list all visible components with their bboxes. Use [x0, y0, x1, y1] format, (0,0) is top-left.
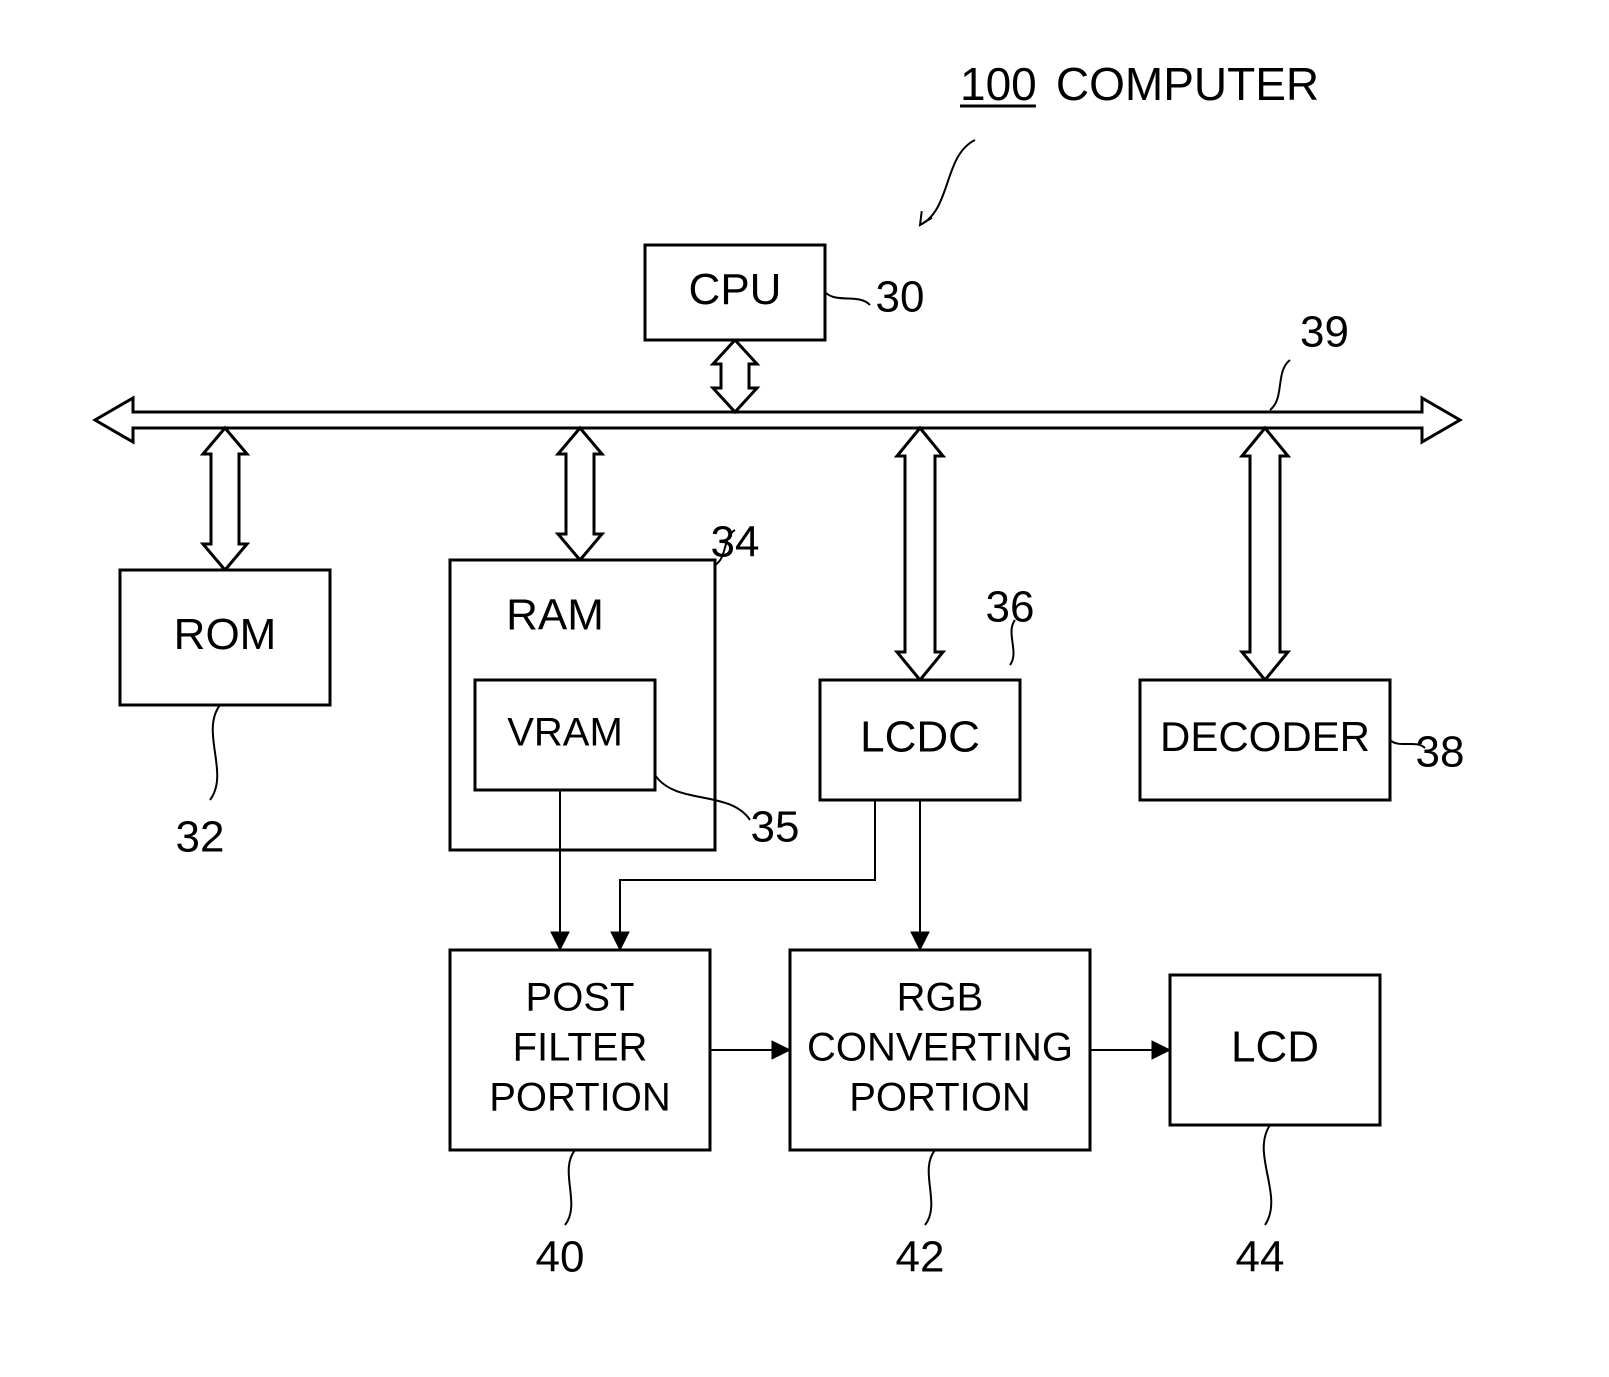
block-post-filter-line0: POST [526, 976, 635, 1020]
block-decoder-label: DECODER [1160, 713, 1370, 760]
arrow-head [551, 932, 569, 950]
block-lcdc-label: LCDC [860, 713, 980, 762]
block-post-filter-line2: PORTION [489, 1076, 671, 1120]
block-lcd-label: LCD [1231, 1023, 1319, 1072]
ref-vram: 35 [751, 803, 800, 852]
ref-decoder: 38 [1416, 728, 1465, 777]
block-cpu-label: CPU [689, 265, 782, 314]
leader-line [1270, 360, 1290, 410]
ref-rgb-convert: 42 [896, 1233, 945, 1282]
ref-lcd: 44 [1236, 1233, 1285, 1282]
block-post-filter-line1: FILTER [513, 1026, 648, 1070]
ref-lcdc: 36 [986, 583, 1035, 632]
block-vram-label: VRAM [507, 711, 623, 755]
ref-ram: 34 [711, 518, 760, 567]
leader-line [210, 705, 220, 800]
double-arrow [1242, 428, 1288, 680]
ref-post-filter: 40 [536, 1233, 585, 1282]
block-ram-label: RAM [506, 591, 604, 640]
arrow-head [911, 932, 929, 950]
pointer-tip [920, 211, 932, 225]
arrow-head [611, 932, 629, 950]
title-ref: 100 [960, 58, 1037, 110]
leader-line [1264, 1125, 1272, 1225]
leader-line [825, 292, 870, 305]
title-text: COMPUTER [1056, 58, 1319, 110]
leader-line [565, 1150, 575, 1225]
leader-line [920, 140, 975, 225]
ref-rom: 32 [176, 813, 225, 862]
block-rgb-convert-line2: PORTION [849, 1076, 1031, 1120]
double-arrow [203, 428, 247, 570]
double-arrow [558, 428, 602, 560]
ref-cpu: 30 [876, 273, 925, 322]
block-rgb-convert-line1: CONVERTING [807, 1026, 1073, 1070]
double-arrow [897, 428, 943, 680]
arrow-head [1152, 1041, 1170, 1059]
block-rom-label: ROM [174, 610, 277, 659]
block-diagram: 100 COMPUTER 39 CPU 30 ROM 32 RAM 34 VRAM 35 LCDC 36… [0, 0, 1609, 1377]
bus-ref: 39 [1300, 308, 1349, 357]
leader-line [925, 1150, 935, 1225]
block-rgb-convert-line0: RGB [897, 976, 984, 1020]
double-arrow [713, 340, 757, 412]
title: 100 COMPUTER [960, 58, 1319, 110]
system-bus [95, 398, 1460, 442]
arrow-head [772, 1041, 790, 1059]
